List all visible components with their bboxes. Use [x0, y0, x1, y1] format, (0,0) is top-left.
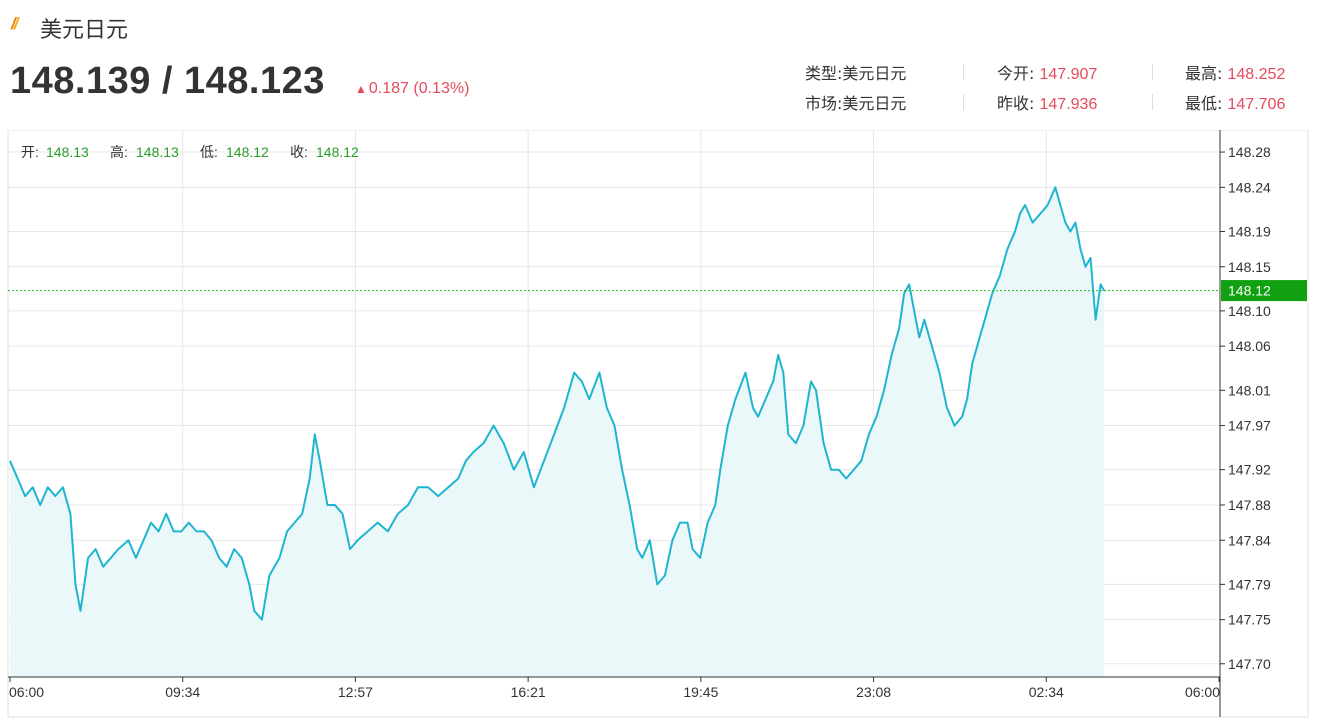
price-chart[interactable]: 148.28 148.24 148.19 148.15 148.10 148.06 148.…	[0, 129, 1323, 721]
divider	[1152, 64, 1153, 80]
price-change: ▲ 0.187 (0.13%)	[355, 80, 469, 98]
ohlc-open-value: 148.13	[46, 144, 89, 160]
ohlc-readout: 开: 148.13 高: 148.13 低: 148.12 收: 148.12	[21, 144, 359, 160]
ohlc-high-value: 148.13	[136, 144, 179, 160]
chart-border	[7, 129, 1309, 718]
y-tick-label: 148.10	[1228, 303, 1271, 319]
ohlc-close-value: 148.12	[316, 144, 359, 160]
current-price-label: 148.12	[1228, 283, 1271, 299]
y-tick-label: 148.01	[1228, 382, 1271, 398]
y-tick-label: 147.88	[1228, 497, 1271, 513]
x-tick-label: 06:00	[9, 684, 44, 700]
y-tick-label: 148.15	[1228, 259, 1271, 275]
quote-header: // 美元日元 148.139 / 148.123 ▲ 0.187 (0.13%)…	[0, 0, 1323, 130]
x-tick-label: 16:21	[511, 684, 546, 700]
stat-label: 昨收:	[997, 94, 1035, 113]
ohlc-low-value: 148.12	[226, 144, 269, 160]
stat-value: 147.936	[1039, 96, 1098, 113]
ohlc-close-label: 收:	[290, 144, 308, 160]
stat-type: 类型:美元日元	[805, 60, 906, 84]
current-price-badge	[1221, 280, 1307, 302]
stat-label: 今开:	[997, 64, 1035, 83]
chart-canvas[interactable]: 148.28 148.24 148.19 148.15 148.10 148.06 148.…	[0, 129, 1323, 721]
stat-value: 148.252	[1227, 66, 1286, 83]
bid-ask-price: 148.139 / 148.123	[10, 60, 325, 102]
x-tick-label: 06:00	[1185, 684, 1220, 700]
stat-value: 147.907	[1039, 66, 1098, 83]
stat-high: 最高: 148.252	[1185, 60, 1285, 84]
x-tick-label: 19:45	[683, 684, 718, 700]
x-tick-label: 12:57	[338, 684, 373, 700]
y-tick-label: 147.75	[1228, 612, 1271, 628]
y-axis-ticks: 148.28 148.24 148.19 148.15 148.10 148.06 148.…	[1220, 144, 1271, 672]
y-tick-label: 148.19	[1228, 223, 1271, 239]
divider	[963, 94, 964, 110]
stat-label: 类型:	[805, 64, 843, 83]
ohlc-open-label: 开:	[21, 144, 39, 160]
stat-low: 最低: 147.706	[1185, 90, 1285, 114]
y-tick-label: 148.24	[1228, 179, 1271, 195]
y-tick-label: 147.92	[1228, 462, 1271, 478]
x-tick-label: 23:08	[856, 684, 891, 700]
y-tick-label: 147.97	[1228, 418, 1271, 434]
y-tick-label: 148.06	[1228, 338, 1271, 354]
y-tick-label: 147.84	[1228, 532, 1271, 548]
stat-prev-close: 昨收: 147.936	[997, 90, 1097, 114]
ohlc-low-label: 低:	[200, 144, 218, 160]
y-tick-label: 147.70	[1228, 656, 1271, 672]
arrow-up-icon: ▲	[355, 82, 367, 96]
stat-value: 美元日元	[842, 64, 907, 83]
stat-value: 美元日元	[842, 94, 907, 113]
y-tick-label: 147.79	[1228, 576, 1271, 592]
change-value: 0.187 (0.13%)	[368, 80, 470, 97]
divider	[963, 64, 964, 80]
stat-label: 最低:	[1185, 94, 1223, 113]
x-tick-label: 09:34	[165, 684, 200, 700]
stat-market: 市场:美元日元	[805, 90, 906, 114]
price-line	[9, 186, 1105, 621]
x-axis-ticks: 06:00 09:34 12:57 16:21 19:45 23:08 02:34 06:00	[9, 677, 1220, 700]
divider	[1152, 94, 1153, 110]
x-tick-label: 02:34	[1029, 684, 1064, 700]
y-tick-label: 148.28	[1228, 144, 1271, 160]
instrument-title: 美元日元	[40, 18, 129, 43]
stat-label: 最高:	[1185, 64, 1223, 83]
ohlc-high-label: 高:	[110, 144, 128, 160]
stat-label: 市场:	[805, 94, 843, 113]
brand-logo-icon: //	[11, 14, 18, 33]
stat-open: 今开: 147.907	[997, 60, 1097, 84]
stat-value: 147.706	[1227, 96, 1286, 113]
price-area-fill	[10, 187, 1105, 678]
